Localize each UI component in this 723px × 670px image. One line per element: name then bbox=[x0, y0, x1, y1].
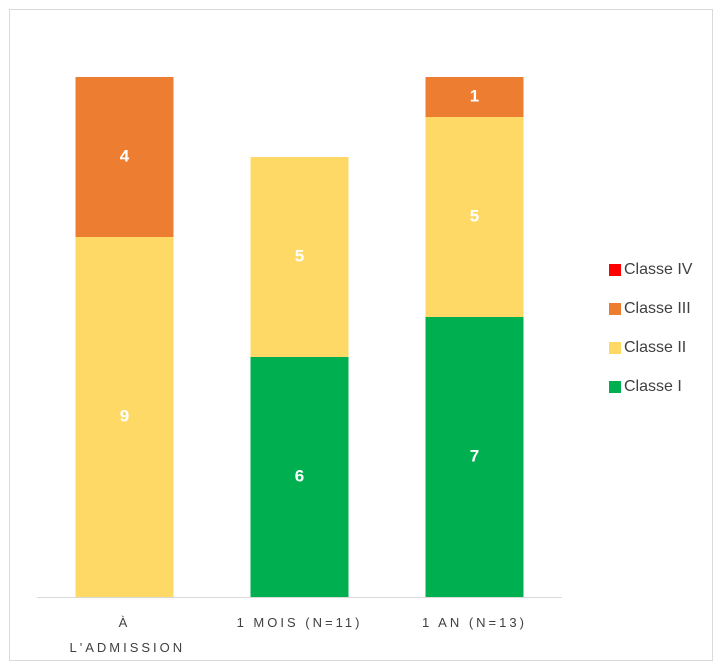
data-label: 4 bbox=[120, 146, 130, 165]
bar-segment bbox=[75, 237, 174, 597]
bar-segment bbox=[425, 317, 524, 597]
bar-segment bbox=[250, 157, 349, 357]
legend-swatch bbox=[609, 342, 621, 354]
legend-label: Classe IV bbox=[624, 261, 693, 278]
legend-label: Classe III bbox=[624, 300, 691, 317]
data-label: 1 bbox=[470, 86, 479, 105]
data-label: 5 bbox=[295, 246, 304, 265]
data-label: 9 bbox=[120, 406, 129, 425]
data-label: 5 bbox=[470, 206, 479, 225]
legend-swatch bbox=[609, 381, 621, 393]
legend-label: Classe I bbox=[624, 378, 682, 395]
legend-swatch bbox=[609, 303, 621, 315]
data-label: 6 bbox=[295, 466, 304, 485]
x-tick-label: À L'ADMISSION bbox=[69, 615, 186, 655]
bar-segment bbox=[425, 77, 524, 117]
x-tick-label: 1 MOIS (N=11) bbox=[236, 615, 363, 630]
legend-label: Classe II bbox=[624, 339, 686, 356]
bar-segment bbox=[75, 77, 174, 237]
legend-swatch bbox=[609, 264, 621, 276]
data-label: 7 bbox=[470, 446, 479, 465]
bar-segment bbox=[425, 117, 524, 317]
x-tick-label: 1 AN (N=13) bbox=[422, 615, 527, 630]
bar-segment bbox=[250, 357, 349, 597]
